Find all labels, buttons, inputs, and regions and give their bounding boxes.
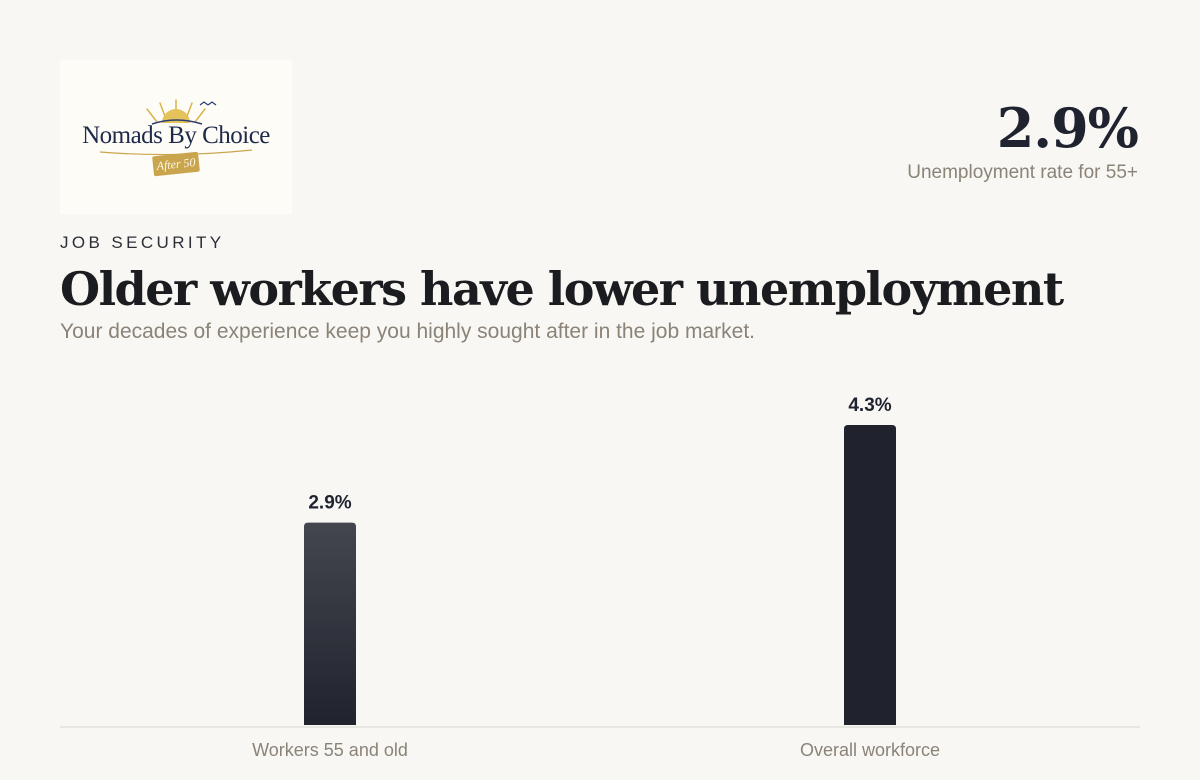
category-label-0: Workers 55 and old — [252, 740, 408, 760]
category-label-1: Overall workforce — [800, 740, 940, 760]
page-title: Older workers have lower unemployment — [60, 262, 1064, 316]
brand-logo: Nomads By Choice After 50 — [60, 60, 292, 214]
bar-value-label-1: 4.3% — [848, 395, 891, 416]
headline-stat: 2.9% Unemployment rate for 55+ — [907, 96, 1139, 184]
stat-label: Unemployment rate for 55+ — [907, 162, 1138, 183]
bar-1 — [844, 425, 896, 725]
logo-wordmark: Nomads By Choice — [82, 122, 270, 149]
bar-value-label-0: 2.9% — [308, 493, 351, 514]
stat-value: 2.9% — [996, 96, 1139, 160]
eyebrow-label: JOB SECURITY — [60, 233, 225, 252]
bar-0 — [304, 522, 356, 725]
page-subtitle: Your decades of experience keep you high… — [60, 320, 755, 343]
